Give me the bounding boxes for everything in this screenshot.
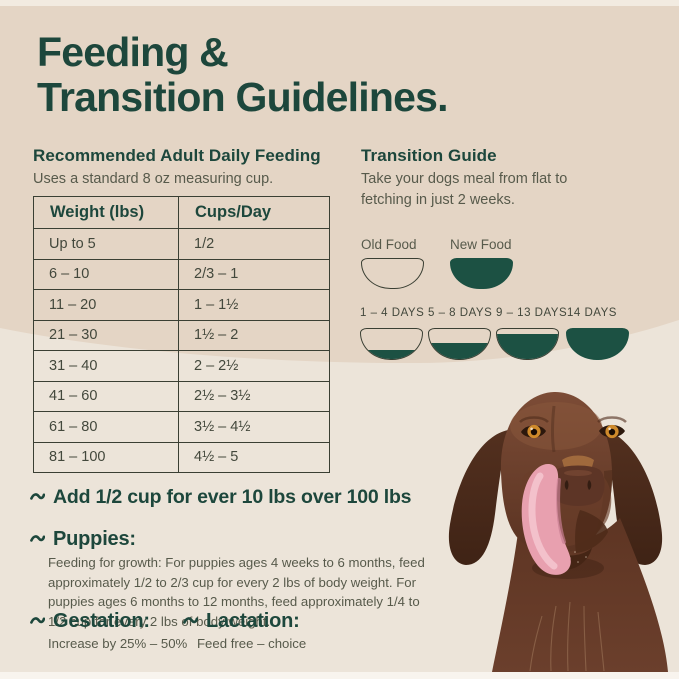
col-header-cups: Cups/Day: [178, 196, 330, 229]
transition-section-subheading: Take your dogs meal from flat to fetchin…: [361, 171, 568, 208]
table-header-row: Weight (lbs) Cups/Day: [33, 196, 330, 229]
page-title-line1: Feeding &: [37, 29, 229, 75]
old-food-bowl-icon: [361, 258, 424, 289]
page-title-line2: Transition Guidelines.: [37, 74, 449, 120]
cell-cups: 1 – 1½: [178, 289, 330, 321]
col-header-weight: Weight (lbs): [33, 196, 179, 229]
top-border-strip: [0, 0, 679, 6]
note-over-100lbs-text: Add 1/2 cup for ever 10 lbs over 100 lbs: [53, 486, 412, 508]
stage-bowl-5-8-days-icon: [428, 328, 491, 360]
cell-weight: 11 – 20: [33, 289, 179, 321]
note-over-100lbs: Add 1/2 cup for ever 10 lbs over 100 lbs: [30, 486, 412, 509]
feeding-table: Weight (lbs) Cups/Day Up to 5 1/2 6 – 10…: [33, 196, 330, 473]
cell-weight: Up to 5: [33, 228, 179, 260]
legend-label-old-food: Old Food: [361, 237, 417, 252]
feeding-section-heading: Recommended Adult Daily Feeding: [33, 146, 321, 165]
dog-chest-fur: [529, 601, 605, 672]
feeding-section-subheading: Uses a standard 8 oz measuring cup.: [33, 171, 274, 187]
dog-eye-right: [599, 424, 625, 439]
cell-cups: 2 – 2½: [178, 350, 330, 382]
stage-bowl-14-days-icon: [566, 328, 629, 360]
cell-weight: 41 – 60: [33, 380, 179, 412]
puppies-body-text: Feeding for growth: For puppies ages 4 w…: [48, 555, 425, 629]
note-puppies-heading-row: Puppies:: [30, 528, 136, 551]
puppies-heading: Puppies:: [53, 528, 136, 550]
stage-label-14-days: 14 DAYS: [567, 307, 617, 319]
table-row: 6 – 10 2/3 – 1: [33, 258, 330, 290]
dog-ear-right: [600, 428, 663, 565]
cell-weight: 31 – 40: [33, 350, 179, 382]
cell-cups: 2½ – 3½: [178, 380, 330, 412]
gestation-body-text: Increase by 25% – 50%: [48, 636, 188, 651]
cell-cups: 1/2: [178, 228, 330, 260]
lactation-heading: Lactation:: [206, 610, 300, 632]
lactation-body-text: Feed free – choice: [197, 636, 307, 651]
dog-photo: [448, 391, 668, 672]
cell-weight: 61 – 80: [33, 411, 179, 443]
dog-eye-left: [521, 424, 546, 439]
gestation-heading: Gestation:: [53, 610, 150, 632]
table-row: 41 – 60 2½ – 3½: [33, 380, 330, 412]
tilde-bullet-icon: [30, 493, 45, 500]
stage-bowl-1-4-days-icon: [360, 328, 423, 360]
table-row: 61 – 80 3½ – 4½: [33, 411, 330, 443]
cell-cups: 1½ – 2: [178, 319, 330, 351]
cell-weight: 6 – 10: [33, 258, 179, 290]
transition-section-heading: Transition Guide: [361, 146, 497, 165]
cell-cups: 4½ – 5: [178, 441, 330, 473]
legend-label-new-food: New Food: [450, 237, 512, 252]
tilde-bullet-icon: [30, 535, 45, 542]
table-row: 11 – 20 1 – 1½: [33, 289, 330, 321]
note-gestation-heading-row: Gestation:: [30, 610, 150, 633]
stage-label-1-4-days: 1 – 4 DAYS: [360, 307, 425, 319]
table-row: 31 – 40 2 – 2½: [33, 350, 330, 382]
cell-cups: 2/3 – 1: [178, 258, 330, 290]
dog-nose-icon: [551, 465, 605, 506]
cell-weight: 81 – 100: [33, 441, 179, 473]
cell-cups: 3½ – 4½: [178, 411, 330, 443]
note-lactation-heading-row: Lactation:: [183, 610, 300, 633]
stage-label-9-13-days: 9 – 13 DAYS: [496, 307, 568, 319]
dog-tongue: [521, 464, 571, 575]
page-title: Feeding & Transition Guidelines.: [37, 29, 449, 120]
cell-weight: 21 – 30: [33, 319, 179, 351]
dog-ear-left: [448, 430, 510, 565]
stage-bowl-9-13-days-icon: [496, 328, 559, 360]
bottom-border-strip: [0, 672, 679, 679]
stage-label-5-8-days: 5 – 8 DAYS: [428, 307, 493, 319]
table-row: 81 – 100 4½ – 5: [33, 441, 330, 473]
tilde-bullet-icon: [183, 617, 198, 624]
tilde-bullet-icon: [30, 617, 45, 624]
new-food-bowl-icon: [450, 258, 513, 289]
table-row: 21 – 30 1½ – 2: [33, 319, 330, 351]
table-row: Up to 5 1/2: [33, 228, 330, 260]
